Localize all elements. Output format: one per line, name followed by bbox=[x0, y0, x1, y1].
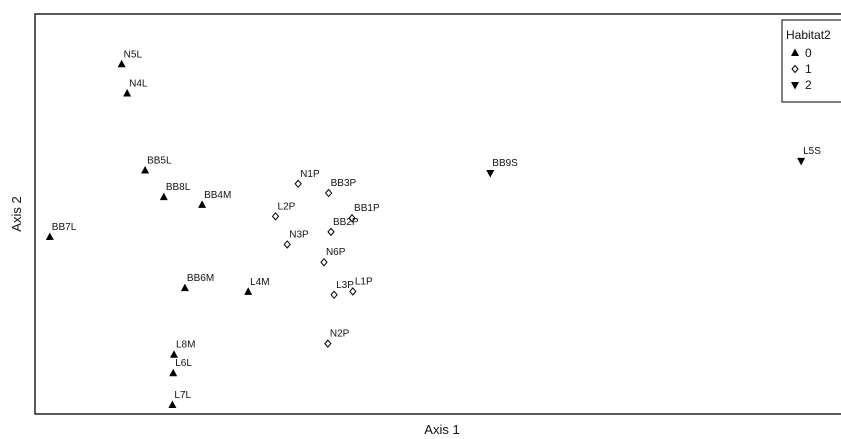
point-label-l7l: L7L bbox=[174, 390, 191, 401]
legend-label-0: 0 bbox=[805, 46, 812, 60]
point-label-bb4m: BB4M bbox=[204, 190, 231, 201]
data-point-n3p bbox=[283, 240, 291, 249]
point-label-bb6m: BB6M bbox=[187, 273, 214, 284]
legend-label-1: 1 bbox=[805, 62, 812, 76]
data-point-bb8l bbox=[159, 192, 168, 201]
point-label-n2p: N2P bbox=[330, 329, 350, 340]
point-label-bb7l: BB7L bbox=[52, 222, 77, 233]
legend-marker-1 bbox=[791, 64, 799, 74]
data-point-bb4m bbox=[198, 200, 207, 208]
x-axis-title: Axis 1 bbox=[424, 422, 459, 437]
data-point-l2p bbox=[271, 212, 280, 221]
point-label-bb1p: BB1P bbox=[354, 203, 380, 214]
data-point-l4m bbox=[244, 287, 253, 295]
data-point-n1p bbox=[294, 179, 302, 189]
data-point-bb6m bbox=[180, 283, 189, 292]
data-point-bb9s bbox=[486, 170, 495, 178]
data-point-n6p bbox=[320, 257, 328, 267]
legend-entries: 0 1 2 bbox=[791, 46, 812, 92]
point-label-n1p: N1P bbox=[300, 169, 320, 180]
data-point-n2p bbox=[324, 339, 332, 348]
legend: Habitat2 0 1 2 bbox=[781, 19, 841, 103]
point-label-l5s: L5S bbox=[803, 146, 821, 157]
data-point-l6l bbox=[169, 368, 178, 377]
point-label-bb3p: BB3P bbox=[331, 178, 357, 189]
point-label-bb9s: BB9S bbox=[492, 158, 518, 169]
data-point-bb1p bbox=[348, 213, 356, 223]
point-label-n6p: N6P bbox=[326, 247, 346, 258]
point-label-bb8l: BB8L bbox=[166, 182, 191, 193]
data-point-l7l bbox=[168, 400, 177, 409]
point-label-bb2p: BB2P bbox=[333, 217, 359, 228]
data-point-bb7l bbox=[45, 232, 54, 241]
data-point-bb2p bbox=[327, 227, 335, 237]
data-point-n4l bbox=[123, 89, 132, 97]
legend-label-2: 2 bbox=[805, 78, 812, 92]
plot-frame bbox=[34, 13, 841, 415]
point-label-l1p: L1P bbox=[355, 276, 373, 287]
point-label-l4m: L4M bbox=[250, 277, 269, 288]
point-label-n5l: N5L bbox=[124, 49, 143, 60]
data-point-bb3p bbox=[324, 188, 333, 198]
y-axis-title: Axis 2 bbox=[9, 196, 24, 231]
point-label-n3p: N3P bbox=[289, 229, 309, 240]
legend-box bbox=[781, 19, 841, 103]
legend-title: Habitat2 bbox=[786, 28, 831, 42]
legend-marker-0 bbox=[791, 48, 799, 56]
point-label-l2p: L2P bbox=[278, 201, 296, 212]
data-point-l3p bbox=[330, 290, 338, 300]
point-label-l8m: L8M bbox=[176, 340, 195, 351]
data-point-l1p bbox=[349, 287, 357, 296]
data-point-l8m bbox=[169, 350, 178, 358]
data-point-n5l bbox=[117, 59, 126, 68]
data-point-bb5l bbox=[141, 165, 150, 174]
points-layer: N5L N4L BB5L BB8L BB4M BB7L BB6M L4M L8M L6L L7L N1… bbox=[45, 49, 821, 409]
point-label-bb5l: BB5L bbox=[147, 155, 172, 166]
point-label-n4l: N4L bbox=[129, 79, 148, 90]
point-label-l3p: L3P bbox=[336, 280, 354, 291]
point-label-l6l: L6L bbox=[175, 358, 192, 369]
legend-marker-2 bbox=[791, 82, 799, 90]
data-point-l5s bbox=[797, 157, 806, 166]
